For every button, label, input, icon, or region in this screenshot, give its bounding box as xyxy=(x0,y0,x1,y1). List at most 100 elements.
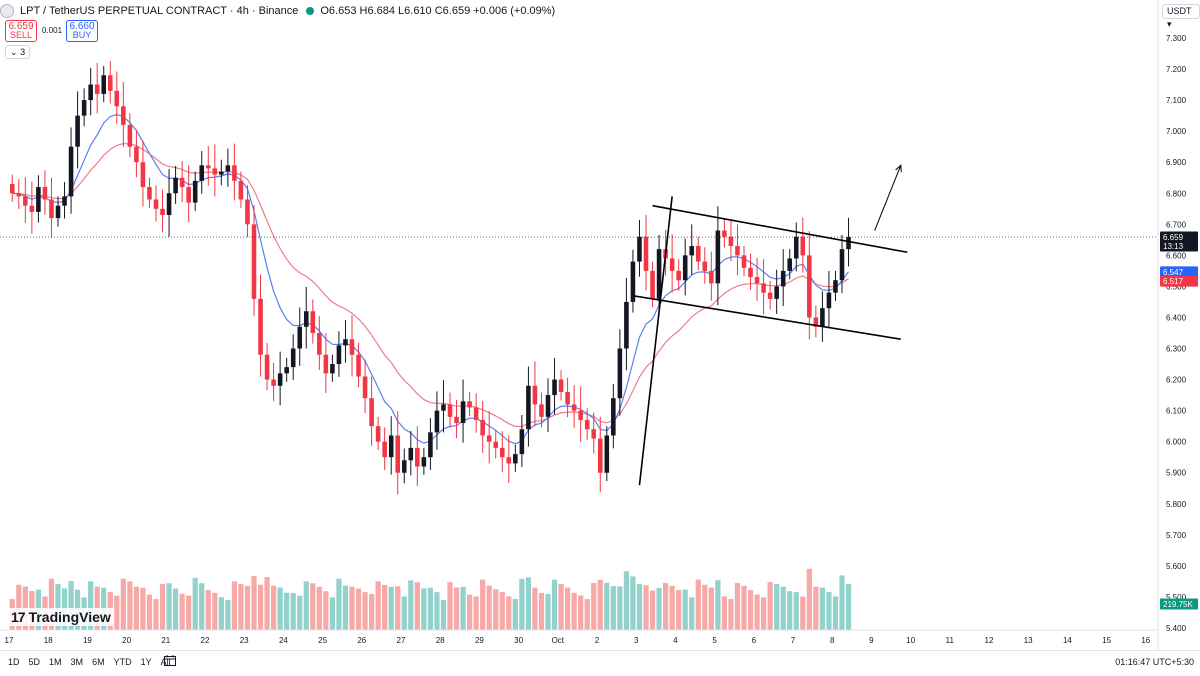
volume-bar xyxy=(205,590,211,630)
volume-bar xyxy=(172,588,179,630)
volume-bar xyxy=(774,583,780,630)
candle-body xyxy=(552,379,557,396)
range-1y[interactable]: 1Y xyxy=(140,657,152,667)
candle-body xyxy=(310,311,316,333)
volume-bar xyxy=(597,579,603,630)
date-tick-label: 3 xyxy=(634,636,639,645)
candle xyxy=(571,385,577,428)
candle-body xyxy=(611,398,616,436)
symbol-logo-icon xyxy=(0,4,14,18)
candle xyxy=(121,82,126,147)
volume-bar xyxy=(617,586,623,630)
price-chart[interactable]: 7.300 7.200 7.100 7.000 6.900 6.800 6.700 6.600… xyxy=(0,0,1200,650)
candle xyxy=(75,91,80,169)
range-6m[interactable]: 6M xyxy=(92,657,105,667)
range-all[interactable]: All xyxy=(160,657,171,667)
candle xyxy=(689,224,695,275)
candle-body xyxy=(330,364,335,374)
candle xyxy=(369,376,374,446)
bottom-toolbar: 1D 5D 1M 3M 6M YTD 1Y All 01:16:47 UTC+5:30 xyxy=(0,650,1200,676)
candle-body xyxy=(493,441,499,448)
range-3m[interactable]: 3M xyxy=(70,657,84,667)
candle-body xyxy=(669,258,675,271)
candle xyxy=(748,253,753,290)
candles xyxy=(9,60,851,495)
candle-body xyxy=(271,379,276,386)
candle xyxy=(578,386,583,442)
candle-body xyxy=(81,100,87,116)
range-1d[interactable]: 1D xyxy=(8,657,20,667)
candle-body xyxy=(264,354,270,380)
candle xyxy=(264,342,270,391)
volume-bar xyxy=(447,582,453,630)
candle-body xyxy=(29,205,35,212)
candle xyxy=(395,411,401,495)
candle-body xyxy=(624,301,629,349)
ema-fast-badge: 6.547 xyxy=(1160,266,1198,278)
volume-bar xyxy=(480,579,486,630)
candle-body xyxy=(571,404,577,411)
date-tick-label: 22 xyxy=(201,636,210,645)
candle xyxy=(434,391,440,450)
symbol-title[interactable]: LPT / TetherUS PERPETUAL CONTRACT · 4h ·… xyxy=(20,5,299,17)
currency-selector[interactable]: USDT ▾ xyxy=(1162,4,1200,29)
candle xyxy=(388,416,394,475)
candle xyxy=(9,174,15,202)
date-tick-label: 21 xyxy=(161,636,170,645)
candle-body xyxy=(839,249,845,281)
volume-bar xyxy=(656,588,662,630)
sell-label: SELL xyxy=(9,30,33,40)
sell-button[interactable]: 6.659 SELL xyxy=(5,20,37,42)
candle-body xyxy=(761,283,766,293)
channel_upper-line xyxy=(652,204,908,254)
candle xyxy=(820,291,825,342)
candle xyxy=(715,206,721,306)
candle xyxy=(336,331,342,377)
range-5d[interactable]: 5D xyxy=(28,657,41,667)
volume-bar xyxy=(316,586,322,630)
ema-slow-badge-text: 6.517 xyxy=(1163,277,1184,286)
volume-bar xyxy=(270,585,277,630)
indicators-count: 3 xyxy=(20,47,26,57)
candle xyxy=(127,113,133,158)
range-1m[interactable]: 1M xyxy=(49,657,62,667)
candle xyxy=(833,270,838,302)
calendar-icon[interactable] xyxy=(164,655,176,666)
candle-body xyxy=(780,270,786,287)
candle-body xyxy=(617,348,623,399)
range-ytd[interactable]: YTD xyxy=(113,657,132,667)
buy-button[interactable]: 6.660 BUY xyxy=(66,20,98,42)
candle-body xyxy=(428,432,433,458)
candle xyxy=(839,234,845,294)
candle xyxy=(88,67,93,116)
candle xyxy=(55,196,61,227)
candle-body xyxy=(36,187,41,212)
candle xyxy=(290,334,296,381)
candle-body xyxy=(506,457,512,464)
candle-body xyxy=(682,255,688,281)
volume-bar xyxy=(610,586,616,630)
candle xyxy=(238,171,244,208)
candle-body xyxy=(767,292,773,299)
candle-body xyxy=(434,410,440,433)
date-tick-label: 18 xyxy=(44,636,53,645)
candle xyxy=(258,274,263,377)
candle xyxy=(421,447,427,475)
clock[interactable]: 01:16:47 UTC+5:30 xyxy=(1115,657,1194,667)
volume-bar xyxy=(715,580,721,630)
candle xyxy=(695,236,701,270)
volume-bar xyxy=(826,592,832,630)
watermark-text: TradingView xyxy=(28,609,111,625)
drawings xyxy=(0,164,1158,486)
candle-body xyxy=(16,193,22,197)
candle xyxy=(192,171,198,211)
volume-bars xyxy=(9,568,852,630)
date-tick-label: 27 xyxy=(397,636,406,645)
candle-body xyxy=(375,426,381,442)
candle xyxy=(499,431,505,473)
candle-body xyxy=(689,246,695,256)
candle xyxy=(303,287,309,349)
candle xyxy=(401,448,407,484)
volume-bar xyxy=(225,599,231,630)
indicators-toggle[interactable]: ⌄ 3 xyxy=(5,45,31,59)
